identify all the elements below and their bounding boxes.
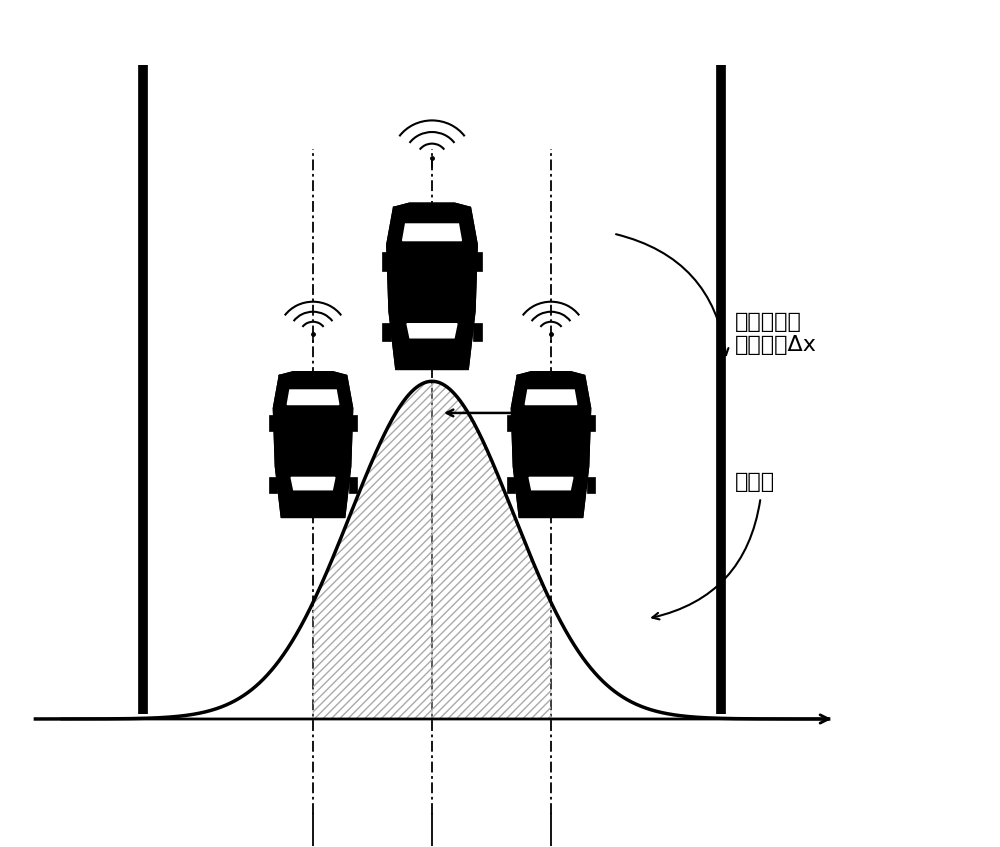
Bar <box>269 477 277 493</box>
Bar <box>349 415 357 431</box>
Polygon shape <box>407 324 457 338</box>
Bar <box>587 477 595 493</box>
Bar <box>269 415 277 431</box>
Polygon shape <box>529 478 573 490</box>
Bar <box>349 477 357 493</box>
Polygon shape <box>511 372 591 518</box>
Bar <box>507 415 515 431</box>
Text: 车辆的横向
摆动幅度Δx: 车辆的横向 摆动幅度Δx <box>735 313 816 356</box>
Polygon shape <box>403 224 461 241</box>
Bar <box>473 323 482 341</box>
Text: 车道线: 车道线 <box>735 472 775 491</box>
Polygon shape <box>291 478 335 490</box>
Bar <box>382 323 391 341</box>
Polygon shape <box>287 390 339 405</box>
Polygon shape <box>273 372 353 518</box>
Polygon shape <box>387 203 477 369</box>
Bar <box>507 477 515 493</box>
Bar <box>473 252 482 270</box>
Polygon shape <box>525 390 577 405</box>
Bar <box>382 252 391 270</box>
Bar <box>587 415 595 431</box>
